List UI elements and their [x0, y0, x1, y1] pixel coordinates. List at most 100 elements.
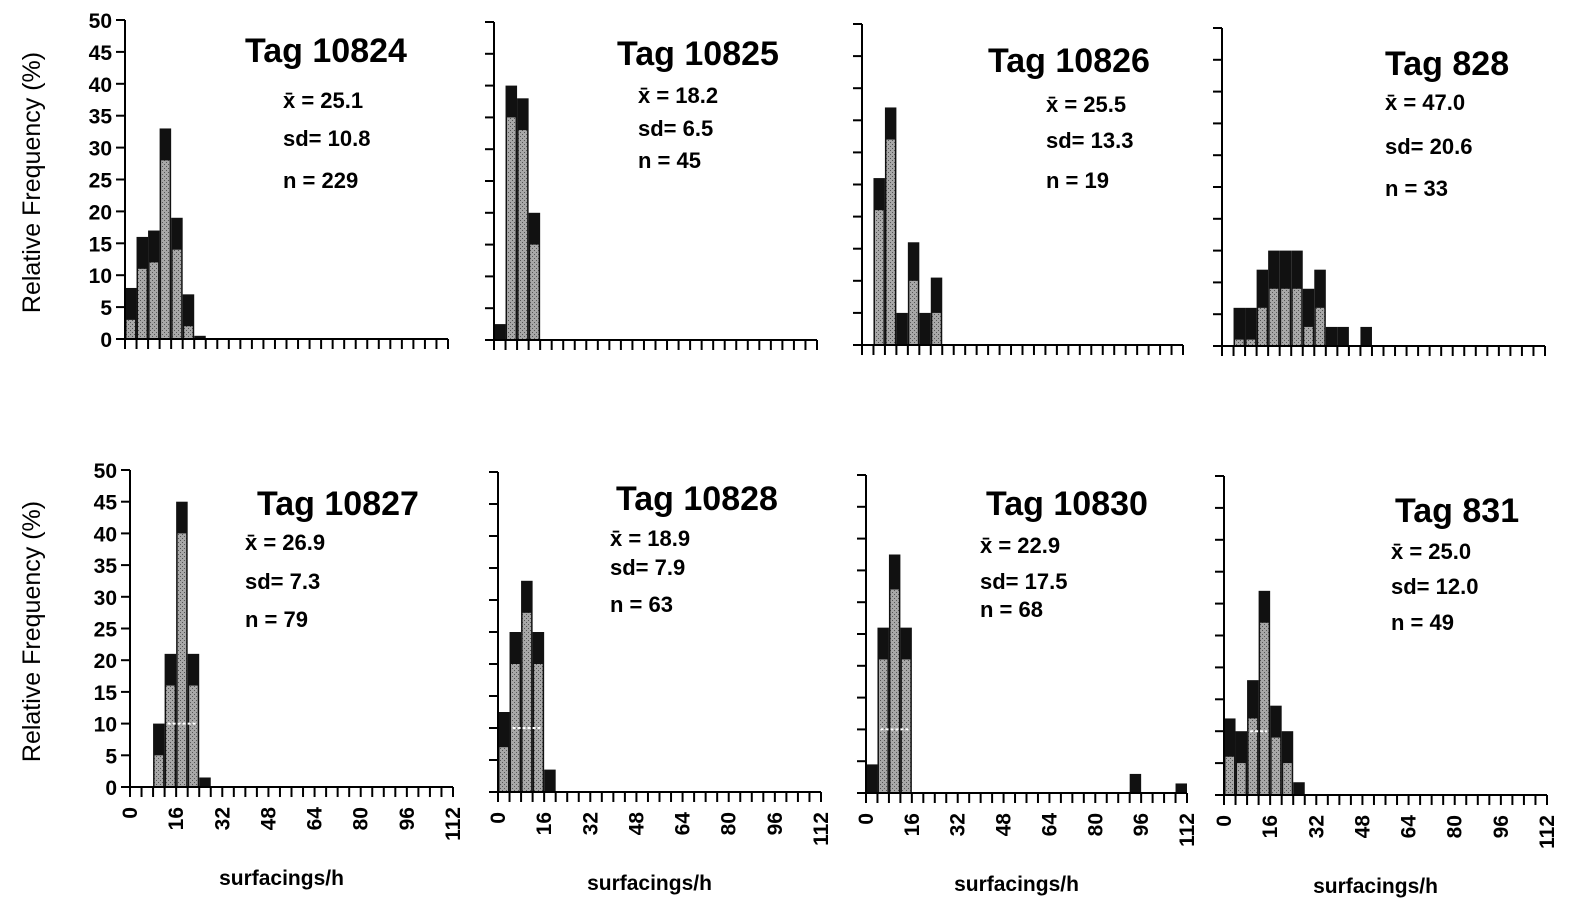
histogram-bar: [125, 287, 137, 339]
mean-stat: x̄ = 22.9: [980, 533, 1060, 558]
histogram-bar-inner: [1260, 622, 1269, 795]
histogram-bar: [1175, 783, 1187, 793]
n-stat: n = 33: [1385, 176, 1448, 201]
x-axis-label: surfacings/h: [1313, 875, 1438, 898]
histogram-bar: [1302, 288, 1315, 346]
y-tick-label: 20: [94, 650, 117, 673]
x-tick-label: 0: [855, 813, 878, 825]
sd-stat: sd= 12.0: [1391, 574, 1478, 599]
histogram-bar-inner: [1269, 288, 1279, 346]
x-tick-label: 80: [718, 812, 741, 835]
y-tick-label: 20: [89, 201, 112, 224]
x-tick-label: 80: [1084, 813, 1107, 836]
histogram-panel: Tag 10825 x̄ = 18.2 sd= 6.5 n = 45: [485, 21, 818, 350]
histogram-bar: [544, 769, 556, 792]
y-tick-label: 30: [89, 138, 112, 161]
histogram-panel: 0 5 10 15 20 25 30 35 40 45 50 Relative Frequency (…: [18, 10, 449, 352]
histogram-bar-inner: [1283, 763, 1292, 795]
mean-stat: x̄ = 47.0: [1385, 90, 1465, 115]
histogram-bar-inner: [1292, 288, 1302, 346]
histogram-bar-inner: [507, 117, 516, 341]
histogram-bar: [896, 312, 908, 345]
histogram-bar-inner: [184, 326, 193, 339]
sd-stat: sd= 10.8: [283, 126, 370, 151]
y-tick-label: 5: [105, 745, 117, 768]
histogram-bar: [1293, 782, 1305, 795]
histogram-bar: [494, 324, 506, 340]
x-tick-label: 112: [1536, 815, 1559, 849]
histogram-panel: Tag 828 x̄ = 47.0 sd= 20.6 n = 33: [1213, 27, 1546, 356]
x-tick-label: 32: [211, 807, 234, 830]
panel-title: Tag 828: [1385, 45, 1509, 83]
histogram-bar: [182, 294, 195, 339]
y-tick-label: 25: [89, 170, 113, 193]
histogram-bar-inner: [530, 244, 539, 340]
histogram-panel: 0 5 10 15 20 25 30 35 40 45 50 0 16 32 48 64 80 96 112 surf…: [18, 460, 465, 890]
n-stat: n = 19: [1046, 168, 1109, 193]
histogram-bar-inner: [499, 747, 509, 792]
x-tick-label: 96: [1130, 813, 1153, 836]
y-tick-label: 25: [94, 619, 118, 642]
panel-title: Tag 10827: [257, 485, 419, 523]
histogram-panel: 0 16 32 48 64 80 96 112 surfacings/h Tag 10828 x̄ …: [487, 471, 833, 895]
histogram-bar-inner: [149, 262, 159, 339]
y-tick-label: 40: [89, 74, 112, 97]
histogram-bar-inner: [890, 589, 899, 793]
panel-title: Tag 10826: [988, 42, 1150, 80]
mean-stat: x̄ = 25.1: [283, 88, 363, 113]
n-stat: n = 45: [638, 148, 701, 173]
histogram-bar: [194, 335, 206, 339]
x-tick-label: 0: [1213, 815, 1236, 827]
sd-stat: sd= 7.9: [610, 555, 685, 580]
n-stat: n = 79: [245, 607, 308, 632]
y-tick-label: 10: [89, 265, 112, 288]
y-tick-label: 0: [105, 777, 117, 800]
panel-title: Tag 10824: [245, 32, 407, 70]
sd-stat: sd= 20.6: [1385, 134, 1472, 159]
histogram-bar: [930, 277, 943, 345]
x-tick-label: 80: [1444, 815, 1467, 838]
histogram-bar-inner: [932, 312, 941, 345]
histogram-bar: [1337, 326, 1349, 346]
x-tick-label: 112: [810, 812, 833, 846]
sd-stat: sd= 7.3: [245, 569, 320, 594]
histogram-bar-inner: [177, 533, 187, 787]
y-tick-label: 45: [94, 492, 118, 515]
n-stat: n = 229: [283, 168, 358, 193]
y-axis-label: Relative Frequency (%): [18, 501, 46, 762]
histogram-bar-inner: [1248, 718, 1258, 795]
y-axis-label: Relative Frequency (%): [18, 52, 46, 313]
x-tick-label: 16: [1259, 815, 1282, 838]
histogram-bar-inner: [522, 612, 532, 792]
sd-stat: sd= 6.5: [638, 116, 713, 141]
histogram-bar-inner: [1281, 288, 1290, 346]
histogram-bar-inner: [874, 210, 884, 345]
histogram-bar: [1129, 773, 1142, 793]
x-tick-label: 0: [119, 807, 142, 819]
y-tick-label: 15: [94, 682, 118, 705]
x-tick-label: 48: [257, 807, 280, 831]
histogram-panel: 0 16 32 48 64 80 96 112 surfacings/h Tag 10830 x̄ …: [855, 474, 1199, 896]
x-tick-label: 32: [947, 813, 970, 836]
x-tick-label: 0: [487, 812, 510, 824]
histogram-bar: [866, 764, 878, 793]
histogram-bar-inner: [189, 685, 198, 787]
y-tick-label: 45: [89, 42, 113, 65]
y-tick-label: 35: [94, 555, 118, 578]
panel-title: Tag 10830: [986, 485, 1148, 523]
n-stat: n = 49: [1391, 610, 1454, 635]
histogram-bar: [1360, 326, 1372, 346]
histogram-bar-inner: [138, 268, 147, 339]
y-tick-label: 35: [89, 106, 113, 129]
x-tick-label: 16: [165, 807, 188, 830]
histogram-bar: [919, 312, 931, 345]
x-tick-label: 48: [625, 812, 648, 836]
sd-stat: sd= 13.3: [1046, 128, 1133, 153]
x-tick-label: 16: [533, 812, 556, 835]
mean-stat: x̄ = 25.5: [1046, 92, 1126, 117]
x-tick-label: 112: [1176, 813, 1199, 847]
y-tick-label: 0: [100, 329, 112, 352]
histogram-bar: [199, 777, 211, 787]
x-axis-label: surfacings/h: [587, 872, 712, 895]
